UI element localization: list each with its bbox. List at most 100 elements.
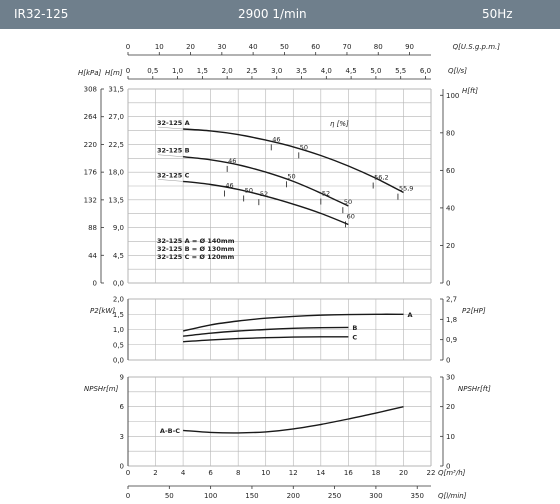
kpa-tick-label: 264 xyxy=(84,113,98,121)
model-label: IR32-125 xyxy=(14,7,69,21)
efficiency-value-label: 46 xyxy=(225,182,233,190)
usgpm-tick-label: 50 xyxy=(280,43,289,51)
diameter-legend-line: 32-125 B = Ø 130mm xyxy=(157,245,235,253)
hp-tick-label: 0,9 xyxy=(446,336,457,344)
usgpm-tick-label: 20 xyxy=(186,43,195,51)
m3h-tick-label: 14 xyxy=(316,469,325,477)
kpa-tick-label: 132 xyxy=(84,196,97,204)
power-curve-B xyxy=(183,326,349,337)
hp-tick-label: 2,7 xyxy=(446,296,457,304)
lmin-tick-label: 200 xyxy=(287,492,300,500)
efficiency-value-label: 50 xyxy=(300,143,308,151)
m3h-tick-label: 6 xyxy=(208,469,213,477)
ft-tick-label: 40 xyxy=(446,204,455,212)
head-m-axis-label: H[m] xyxy=(105,69,123,77)
lmin-tick-label: 350 xyxy=(411,492,424,500)
head-m-tick-label: 27,0 xyxy=(108,113,124,121)
npsh-ft-tick-label: 20 xyxy=(446,403,455,411)
usgpm-tick-label: 90 xyxy=(405,43,414,51)
ls-tick-label: 2,5 xyxy=(246,67,257,75)
kpa-tick-label: 0 xyxy=(93,280,97,288)
kw-tick-label: 2,0 xyxy=(113,296,124,304)
ft-tick-label: 60 xyxy=(446,167,455,175)
npsh-m-tick-label: 9 xyxy=(120,374,124,382)
ls-tick-label: 2,0 xyxy=(222,67,233,75)
ls-tick-label: 5,0 xyxy=(370,67,381,75)
m3h-tick-label: 22 xyxy=(427,469,436,477)
diameter-legend-line: 32-125 C = Ø 120mm xyxy=(157,253,234,261)
m3h-tick-label: 4 xyxy=(181,469,186,477)
kw-tick-label: 1,5 xyxy=(113,311,124,319)
usgpm-axis-label: Q[U.S.g.p.m.] xyxy=(453,43,501,51)
head-curve-label: 32-125 C xyxy=(157,171,190,179)
efficiency-value-label: 46 xyxy=(228,157,236,165)
kpa-axis-label: H[kPa] xyxy=(78,69,102,77)
npsh-m-tick-label: 3 xyxy=(120,433,124,441)
usgpm-tick-label: 30 xyxy=(217,43,226,51)
usgpm-tick-label: 40 xyxy=(249,43,258,51)
efficiency-value-label: 60 xyxy=(347,212,355,220)
head-curve-label: 32-125 B xyxy=(157,147,190,155)
head-m-tick-label: 0,0 xyxy=(113,280,124,288)
npsh-curve xyxy=(183,406,404,434)
efficiency-value-label: 46 xyxy=(272,135,280,143)
lmin-tick-label: 250 xyxy=(328,492,341,500)
hp-tick-label: 0 xyxy=(446,357,450,365)
efficiency-value-label: 52 xyxy=(322,190,330,198)
m3h-tick-label: 18 xyxy=(371,469,380,477)
ls-tick-label: 4,0 xyxy=(321,67,332,75)
m3h-tick-label: 10 xyxy=(261,469,270,477)
m3h-tick-label: 12 xyxy=(289,469,298,477)
ft-tick-label: 80 xyxy=(446,129,455,137)
power-curve-A xyxy=(182,313,404,332)
kw-tick-label: 0,0 xyxy=(113,357,124,365)
head-curve-leader xyxy=(157,154,184,157)
head-curve-label: 32-125 A xyxy=(157,119,190,127)
npsh-ft-tick-label: 30 xyxy=(446,374,455,382)
m3h-tick-label: 0 xyxy=(126,469,130,477)
frequency-label: 50Hz xyxy=(482,7,513,21)
ls-axis-label: Q[l/s] xyxy=(448,67,467,75)
kpa-tick-label: 220 xyxy=(84,141,97,149)
power-curve-label: A xyxy=(407,311,412,319)
npsh-curve-label: A-B-C xyxy=(160,427,180,435)
kw-tick-label: 1,0 xyxy=(113,326,124,334)
npsh-ft-tick-label: 0 xyxy=(446,463,450,471)
m3h-axis-label: Q[m³/h] xyxy=(438,469,466,477)
chart-header: IR32-125 2900 1/min 50Hz xyxy=(0,0,560,29)
ls-tick-label: 5,5 xyxy=(395,67,406,75)
head-curve-32-125 C xyxy=(183,180,349,226)
m3h-tick-label: 2 xyxy=(153,469,157,477)
ls-tick-label: 3,0 xyxy=(271,67,282,75)
efficiency-label: η [%] xyxy=(330,120,349,128)
kw-axis-label: P2[kW] xyxy=(90,307,115,315)
m3h-tick-label: 8 xyxy=(236,469,240,477)
head-curve-32-125 B xyxy=(183,156,349,207)
efficiency-value-label: 50 xyxy=(245,186,253,194)
usgpm-tick-label: 80 xyxy=(374,43,383,51)
usgpm-tick-label: 10 xyxy=(155,43,164,51)
speed-label: 2900 1/min xyxy=(238,7,307,21)
lmin-axis-label: Q[l/min] xyxy=(438,492,467,500)
ft-tick-label: 20 xyxy=(446,242,455,250)
npsh-ft-axis-label: NPSHr[ft] xyxy=(458,385,491,393)
ls-tick-label: 6,0 xyxy=(420,67,431,75)
power-curve-label: B xyxy=(352,324,357,332)
kw-tick-label: 0,5 xyxy=(113,341,124,349)
hp-tick-label: 1,8 xyxy=(446,316,457,324)
head-curve-leader xyxy=(157,126,184,130)
ls-tick-label: 1,0 xyxy=(172,67,183,75)
m3h-tick-label: 20 xyxy=(399,469,408,477)
ls-tick-label: 0,5 xyxy=(147,67,158,75)
ft-tick-label: 0 xyxy=(446,280,450,288)
kpa-tick-label: 176 xyxy=(84,169,98,177)
npsh-m-tick-label: 6 xyxy=(120,403,125,411)
ft-tick-label: 100 xyxy=(446,92,459,100)
efficiency-value-label: 50 xyxy=(344,198,352,206)
kpa-tick-label: 308 xyxy=(84,86,97,94)
head-m-tick-label: 4,5 xyxy=(113,252,124,260)
npsh-m-axis-label: NPSHr[m] xyxy=(84,385,119,393)
ls-tick-label: 1,5 xyxy=(197,67,208,75)
head-curve-leader xyxy=(157,179,184,182)
